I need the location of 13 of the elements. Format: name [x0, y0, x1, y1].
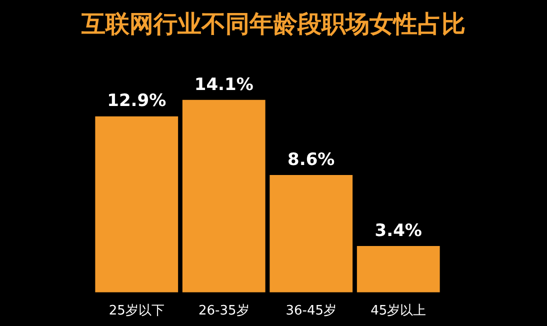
- x-tick-label: 36-45岁: [286, 304, 337, 319]
- x-tick-label: 45岁以上: [370, 304, 426, 319]
- data-label: 8.6%: [288, 150, 335, 170]
- data-label: 14.1%: [194, 74, 254, 95]
- data-label: 12.9%: [107, 91, 166, 112]
- x-tick-label: 26-35岁: [198, 304, 250, 319]
- bar: [356, 246, 440, 292]
- x-tick-label: 25岁以下: [108, 304, 164, 319]
- bar: [95, 116, 178, 292]
- bar: [270, 175, 353, 292]
- chart-title: 互联网行业不同年龄段职场女性占比: [80, 9, 466, 40]
- bar: [182, 100, 266, 292]
- data-label: 3.4%: [374, 220, 422, 241]
